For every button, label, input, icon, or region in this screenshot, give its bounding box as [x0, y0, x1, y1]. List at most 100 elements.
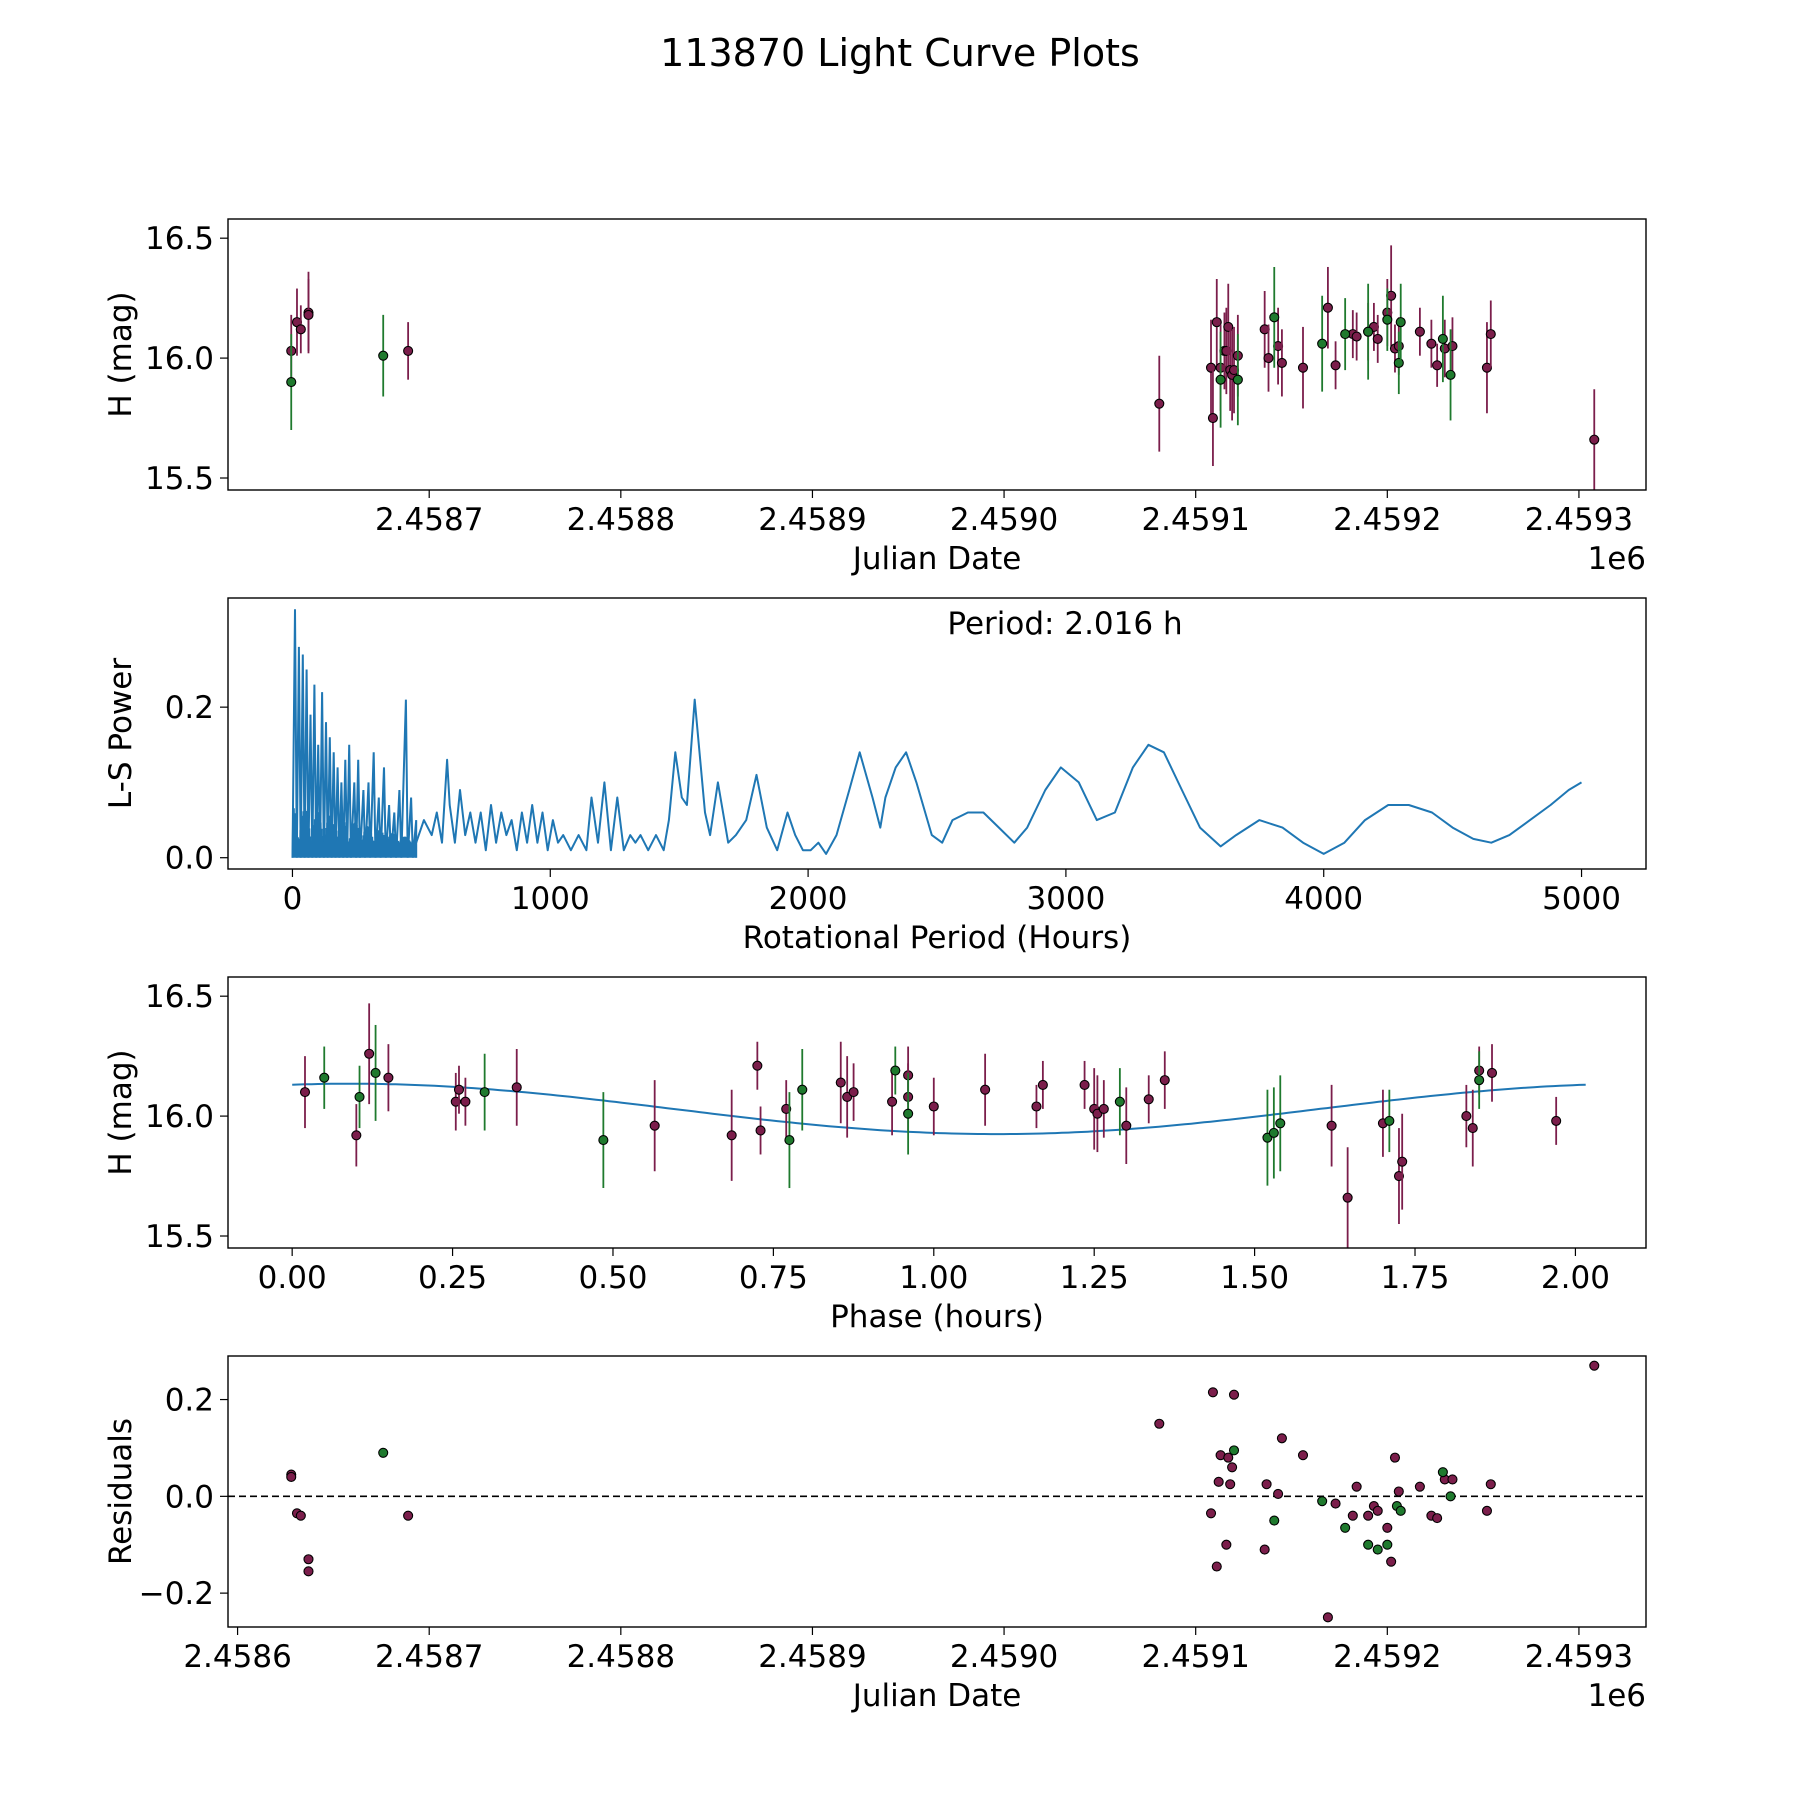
- residuals-x-tick-label: 2.4587: [375, 1639, 483, 1675]
- phased-y-axis-label: H (mag): [103, 1049, 139, 1175]
- residuals-point-band_a: [1225, 1479, 1236, 1490]
- lightcurve-point-band_a: [1263, 353, 1274, 364]
- lightcurve-point-band_b: [1445, 369, 1456, 380]
- residuals-point-band_a: [286, 1471, 297, 1483]
- periodogram-plot-area: [291, 609, 1583, 858]
- periodogram-x-tick-label: 5000: [1542, 881, 1621, 917]
- lightcurve-x-tick-label: 2.4590: [950, 502, 1058, 538]
- phased-point-band_b: [319, 1072, 330, 1083]
- residuals-x-offset-label: 1e6: [1587, 1678, 1646, 1714]
- phased-x-tick-label: 1.50: [1220, 1260, 1289, 1296]
- phased-frame: [227, 976, 1647, 1249]
- phased-x-tick-label: 0.75: [739, 1260, 808, 1296]
- lightcurve-point-band_a: [1414, 326, 1425, 337]
- residuals-point-band_a: [1447, 1474, 1458, 1485]
- residuals-point-band_a: [1205, 1508, 1217, 1519]
- lightcurve-point-band_b: [1269, 312, 1280, 323]
- phased-point-band_a: [1098, 1103, 1109, 1114]
- residuals-point-band_a: [1227, 1462, 1238, 1473]
- lightcurve-y-tick-label: 16.5: [145, 221, 214, 257]
- phased-point-band_b: [598, 1135, 609, 1146]
- phased-x-axis-label: Phase (hours): [830, 1299, 1044, 1335]
- phased-x-tick-label: 0.25: [418, 1260, 487, 1296]
- residuals-point-band_a: [1297, 1450, 1309, 1461]
- periodogram-dense-series: [291, 805, 417, 858]
- residuals-point-band_a: [1372, 1505, 1383, 1516]
- residuals-point-band_a: [1363, 1510, 1374, 1521]
- phased-point-band_a: [511, 1082, 522, 1093]
- phased-fit-curve: [292, 1082, 1586, 1136]
- lightcurve-point-band_a: [303, 309, 314, 320]
- residuals-point-band_a: [1589, 1360, 1600, 1371]
- phased-point-band_a: [364, 1048, 375, 1059]
- phased-point-band_a: [1079, 1079, 1090, 1090]
- phased-point-band_a: [848, 1087, 859, 1098]
- phased-point-band_b: [784, 1135, 795, 1146]
- lightcurve-point-band_b: [378, 350, 389, 361]
- residuals-point-band_a: [1261, 1479, 1272, 1490]
- residuals-point-band_b: [1382, 1539, 1393, 1550]
- lightcurve-point-band_a: [295, 324, 306, 335]
- phased-y-tick-label: 16.0: [145, 1099, 214, 1135]
- residuals-x-tick-label: 2.4590: [950, 1639, 1058, 1675]
- lightcurve-point-band_a: [1154, 398, 1165, 409]
- residuals-point-band_a: [1154, 1418, 1165, 1429]
- lightcurve-panel: 2.4587 2.4588 2.4589 2.4590 2.4591 2.4592 2.45…: [103, 218, 1647, 577]
- residuals-y-tick-label: 0.0: [165, 1479, 214, 1515]
- lightcurve-x-tick-label: 2.4593: [1525, 502, 1633, 538]
- lightcurve-y-tick-label: 16.0: [145, 341, 214, 377]
- residuals-x-tick-label: 2.4593: [1525, 1639, 1633, 1675]
- residuals-point-band_a: [1221, 1539, 1232, 1550]
- periodogram-frame: [227, 597, 1647, 870]
- phased-point-band_a: [1393, 1171, 1405, 1182]
- lightcurve-point-band_b: [1393, 357, 1404, 368]
- figure-title: 113870 Light Curve Plots: [660, 31, 1140, 75]
- phased-point-band_a: [299, 1087, 311, 1098]
- lightcurve-x-tick-label: 2.4589: [758, 502, 866, 538]
- lightcurve-point-band_b: [1215, 374, 1226, 385]
- lightcurve-point-band_b: [1382, 314, 1393, 325]
- residuals-point-band_a: [1213, 1476, 1224, 1487]
- phased-point-band_a: [928, 1101, 939, 1112]
- phased-point-band_a: [1461, 1111, 1472, 1122]
- residuals-point-band_b: [1437, 1467, 1448, 1478]
- phased-point-band_b: [1275, 1118, 1286, 1129]
- residuals-point-band_a: [1211, 1561, 1222, 1572]
- lightcurve-point-band_b: [1317, 338, 1328, 349]
- lightcurve-point-band_a: [1297, 362, 1309, 373]
- periodogram-y-axis-label: L-S Power: [103, 658, 139, 809]
- residuals-frame: [227, 1355, 1647, 1628]
- phased-point-band_b: [1384, 1115, 1395, 1126]
- phased-point-band_b: [354, 1091, 365, 1102]
- phased-point-band_a: [1551, 1115, 1562, 1126]
- phased-point-band_a: [1159, 1075, 1170, 1086]
- phased-point-band_b: [1474, 1075, 1485, 1086]
- residuals-point-band_a: [1259, 1544, 1270, 1555]
- residuals-point-band_a: [1273, 1488, 1284, 1499]
- lightcurve-x-tick-label: 2.4592: [1333, 502, 1441, 538]
- lightcurve-point-band_b: [1363, 326, 1374, 337]
- residuals-point-band_b: [1363, 1539, 1374, 1550]
- residuals-point-band_a: [295, 1510, 306, 1521]
- lightcurve-point-band_a: [1589, 434, 1600, 445]
- lightcurve-x-tick-label: 2.4587: [375, 502, 483, 538]
- lightcurve-point-band_b: [286, 377, 297, 388]
- residuals-x-tick-label: 2.4592: [1333, 1639, 1441, 1675]
- lightcurve-point-band_a: [1223, 321, 1234, 332]
- phased-point-band_b: [1268, 1127, 1279, 1138]
- phased-point-band_b: [1114, 1096, 1125, 1107]
- residuals-point-band_a: [1432, 1513, 1443, 1524]
- residuals-point-band_a: [1330, 1498, 1341, 1509]
- lightcurve-point-band_a: [1330, 360, 1341, 371]
- phased-point-band_a: [1037, 1079, 1048, 1090]
- residuals-point-band_a: [1393, 1486, 1404, 1497]
- phased-point-band_a: [460, 1096, 471, 1107]
- residuals-point-band_a: [1223, 1452, 1234, 1463]
- periodogram-x-tick-label: 4000: [1284, 881, 1363, 917]
- periodogram-x-tick-label: 2000: [769, 881, 848, 917]
- phased-point-band_a: [887, 1096, 898, 1107]
- lightcurve-point-band_a: [1276, 357, 1287, 368]
- lightcurve-point-band_a: [1447, 341, 1458, 352]
- phased-x-tick-label: 0.00: [258, 1260, 327, 1296]
- lightcurve-x-offset-label: 1e6: [1587, 541, 1646, 577]
